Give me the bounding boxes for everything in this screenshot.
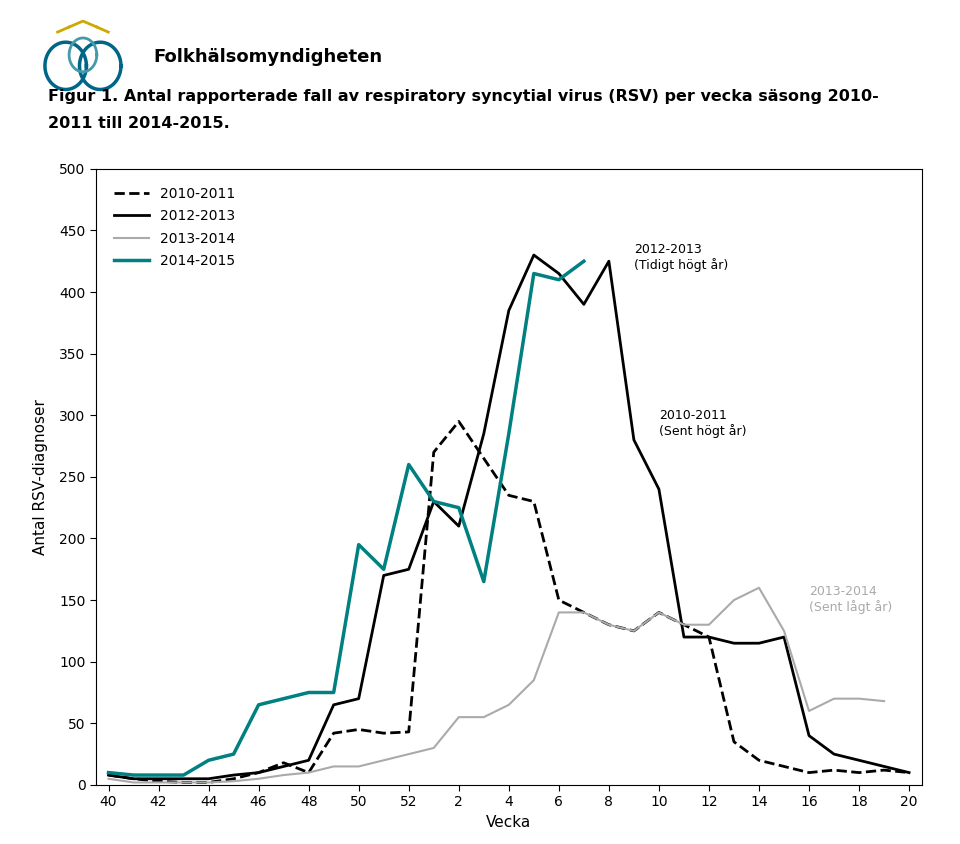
Text: 2011 till 2014-2015.: 2011 till 2014-2015. [48, 116, 229, 132]
Legend: 2010-2011, 2012-2013, 2013-2014, 2014-2015: 2010-2011, 2012-2013, 2013-2014, 2014-20… [103, 176, 247, 279]
Text: Folkhälsomyndigheten: Folkhälsomyndigheten [154, 47, 383, 66]
Text: 2010-2011
(Sent högt år): 2010-2011 (Sent högt år) [659, 409, 747, 438]
Y-axis label: Antal RSV-diagnoser: Antal RSV-diagnoser [33, 399, 48, 555]
Text: 2013-2014
(Sent lågt år): 2013-2014 (Sent lågt år) [809, 585, 892, 614]
X-axis label: Vecka: Vecka [486, 815, 532, 830]
Text: Figur 1. Antal rapporterade fall av respiratory syncytial virus (RSV) per vecka : Figur 1. Antal rapporterade fall av resp… [48, 89, 878, 104]
Text: 2012-2013
(Tidigt högt år): 2012-2013 (Tidigt högt år) [634, 243, 728, 272]
